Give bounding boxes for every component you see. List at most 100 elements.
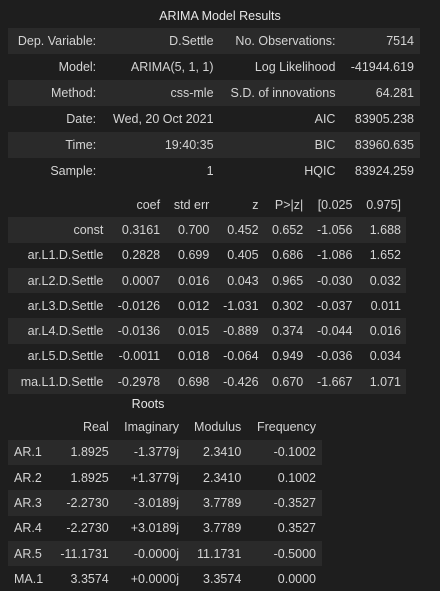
- roots-name: AR.4: [14, 521, 42, 536]
- roots-cell: -3.0189j: [133, 495, 180, 510]
- roots-cell: -0.0000j: [133, 546, 180, 561]
- summary-label: Model:: [58, 60, 97, 74]
- roots-cell: -2.2730: [66, 495, 109, 510]
- roots-cell: +3.0189j: [130, 521, 180, 536]
- roots-name: MA.1: [14, 571, 44, 586]
- coef-cell: 0.043: [227, 273, 259, 288]
- roots-cell: 3.3574: [70, 571, 109, 586]
- coef-cell: -0.0136: [117, 324, 161, 339]
- coef-cell: 0.374: [271, 324, 304, 339]
- coef-cell: -0.037: [317, 298, 353, 313]
- roots-column-header: Frequency: [256, 420, 316, 435]
- roots-cell: 0.0000: [277, 571, 316, 586]
- roots-cell: +0.0000j: [130, 571, 180, 586]
- coef-cell: 0.699: [178, 248, 210, 263]
- summary-value: 83924.259: [354, 164, 414, 178]
- coef-cell: -0.064: [223, 349, 259, 364]
- roots-header-row: Real Imaginary Modulus Frequency: [8, 414, 322, 439]
- coef-cell: 1.071: [369, 374, 401, 389]
- coef-cell: -1.667: [317, 374, 353, 389]
- roots-cell: +1.3779j: [130, 470, 180, 485]
- roots-column-header: Modulus: [194, 420, 242, 435]
- roots-name: AR.2: [14, 470, 42, 485]
- coef-term-name: ma.L1.D.Settle: [20, 374, 104, 389]
- summary-table: Dep. Variable: D.Settle No. Observations: 7…: [8, 28, 420, 184]
- coef-cell: -0.044: [317, 324, 353, 339]
- summary-label: Dep. Variable:: [17, 34, 97, 48]
- summary-row: Sample: 1 HQIC 83924.259: [8, 158, 420, 184]
- roots-cell: 3.3574: [203, 571, 242, 586]
- coef-cell: 0.670: [271, 374, 304, 389]
- roots-row: AR.4 -2.2730 +3.0189j 3.7789 0.3527: [8, 516, 322, 541]
- coef-cell: -0.0011: [118, 349, 161, 364]
- roots-row: AR.3 -2.2730 -3.0189j 3.7789 -0.3527: [8, 490, 322, 516]
- roots-name: AR.5: [14, 546, 42, 561]
- roots-cell: 0.3527: [277, 521, 316, 536]
- coef-column-header: std err: [173, 197, 210, 212]
- summary-label: Method:: [51, 86, 97, 100]
- coef-column-header: z: [252, 197, 259, 212]
- summary-value: 7514: [386, 34, 414, 48]
- summary-label: Log Likelihood: [254, 60, 336, 74]
- roots-cell: -0.3527: [273, 495, 316, 510]
- roots-name: AR.3: [14, 495, 42, 510]
- coef-row: const 0.3161 0.700 0.452 0.652 -1.056 1.688: [8, 217, 406, 243]
- roots-cell: 3.7789: [203, 521, 242, 536]
- coefficients-header-row: coef std err z P>|z| [0.025 0.975]: [8, 192, 406, 217]
- coef-cell: -1.031: [223, 298, 259, 313]
- coef-term-name: ar.L5.D.Settle: [27, 349, 104, 364]
- summary-value: css-mle: [170, 86, 214, 100]
- roots-cell: 1.8925: [70, 445, 109, 460]
- coef-term-name: ar.L3.D.Settle: [27, 298, 104, 313]
- coef-column-header: coef: [136, 197, 161, 212]
- summary-value: 83960.635: [354, 138, 414, 152]
- coef-cell: 0.011: [370, 298, 401, 313]
- coef-column-header: [0.025: [317, 197, 353, 212]
- coef-cell: 0.016: [369, 324, 401, 339]
- coef-row: ar.L1.D.Settle 0.2828 0.699 0.405 0.686 -1.08…: [8, 243, 406, 268]
- coef-column-header: 0.975]: [366, 197, 401, 212]
- summary-value: 19:40:35: [164, 138, 214, 152]
- summary-value: 83905.238: [354, 112, 414, 126]
- roots-cell: 1.8925: [70, 470, 109, 485]
- roots-cell: 0.1002: [277, 470, 316, 485]
- summary-label: No. Observations:: [235, 34, 336, 48]
- coef-cell: 0.032: [369, 273, 401, 288]
- roots-table: Real Imaginary Modulus Frequency AR.1 1.8925…: [8, 414, 322, 591]
- roots-cell: 2.3410: [203, 470, 242, 485]
- coef-cell: 0.700: [178, 222, 210, 237]
- coef-cell: 0.2828: [121, 248, 161, 263]
- roots-cell: -0.1002: [273, 445, 316, 460]
- coefficients-table: coef std err z P>|z| [0.025 0.975] const 0.316…: [8, 192, 406, 395]
- summary-caption: ARIMA Model Results: [159, 9, 281, 23]
- coef-column-header: P>|z|: [274, 197, 304, 212]
- roots-column-header: [8, 414, 51, 439]
- coef-cell: 0.405: [227, 248, 259, 263]
- coef-cell: 0.3161: [121, 222, 161, 237]
- summary-value: 1: [206, 164, 214, 178]
- coef-cell: 0.012: [178, 298, 210, 313]
- roots-cell: -2.2730: [66, 521, 109, 536]
- summary-row: Model: ARIMA(5, 1, 1) Log Likelihood -41944…: [8, 54, 420, 80]
- roots-cell: 2.3410: [203, 445, 242, 460]
- roots-row: MA.1 3.3574 +0.0000j 3.3574 0.0000: [8, 566, 322, 591]
- coef-cell: -0.036: [317, 349, 353, 364]
- coef-term-name: ar.L2.D.Settle: [27, 273, 104, 288]
- coef-cell: -0.030: [317, 273, 353, 288]
- coef-cell: 1.652: [369, 248, 401, 263]
- coef-cell: 0.652: [271, 222, 304, 237]
- coef-cell: -0.426: [223, 374, 259, 389]
- coef-cell: 0.949: [271, 349, 304, 364]
- roots-column-header: Imaginary: [124, 420, 180, 435]
- roots-row: AR.5 -11.1731 -0.0000j 11.1731 -0.5000: [8, 540, 322, 567]
- coef-cell: 0.016: [178, 273, 210, 288]
- coef-cell: -0.2978: [117, 374, 161, 389]
- coef-cell: 0.965: [271, 273, 304, 288]
- roots-cell: -1.3779j: [133, 445, 180, 460]
- summary-label: S.D. of innovations: [230, 86, 336, 100]
- roots-column-header: Real: [83, 420, 109, 435]
- coef-cell: 0.0007: [121, 273, 161, 288]
- roots-name: AR.1: [14, 445, 42, 460]
- coef-cell: -1.056: [317, 222, 353, 237]
- roots-cell: 11.1731: [197, 546, 242, 561]
